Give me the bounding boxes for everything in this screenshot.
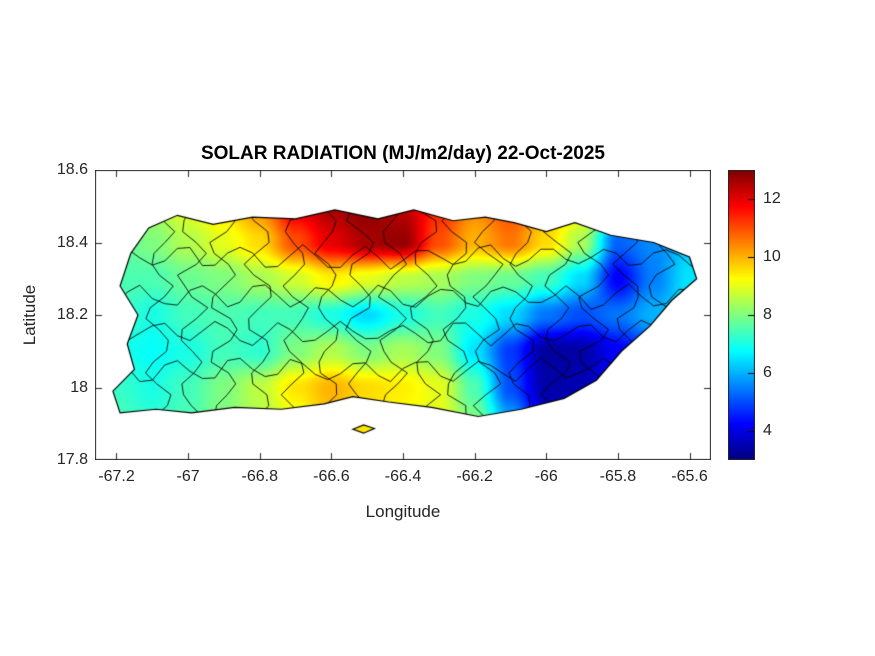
x-tick-label: -66.8: [241, 468, 278, 485]
y-axis-label: Latitude: [20, 284, 39, 346]
plot-area: [95, 170, 711, 460]
colorbar-canvas: [728, 170, 755, 460]
colorbar-tick-label: 6: [763, 364, 772, 381]
x-tick-label: -66.2: [456, 468, 493, 485]
colorbar-tick-label: 10: [763, 248, 781, 265]
y-tick-label: 18.4: [56, 233, 88, 251]
colorbar-tick-label: 4: [763, 422, 772, 439]
x-tick-label: -65.8: [599, 468, 637, 485]
x-tick-label: -67: [176, 468, 200, 485]
y-tick-label: 18: [70, 378, 88, 396]
chart-title: SOLAR RADIATION (MJ/m2/day) 22-Oct-2025: [200, 143, 605, 164]
x-tick-label: -66.4: [384, 468, 422, 485]
y-tick-label: 18.2: [56, 306, 88, 323]
y-tick-label: 17.8: [56, 451, 88, 468]
colorbar-tick-label: 12: [763, 190, 781, 207]
x-tick-label: -65.6: [671, 468, 708, 485]
x-tick-label: -66.6: [313, 468, 350, 485]
x-tick-label: -66: [534, 468, 558, 485]
x-axis-label: Longitude: [365, 502, 441, 521]
puerto-rico-heatmap-canvas: [95, 170, 711, 460]
colorbar-tick-label: 8: [763, 306, 772, 323]
colorbar: [728, 170, 755, 460]
y-tick-label: 18.6: [56, 161, 88, 178]
x-tick-label: -67.2: [98, 468, 135, 485]
